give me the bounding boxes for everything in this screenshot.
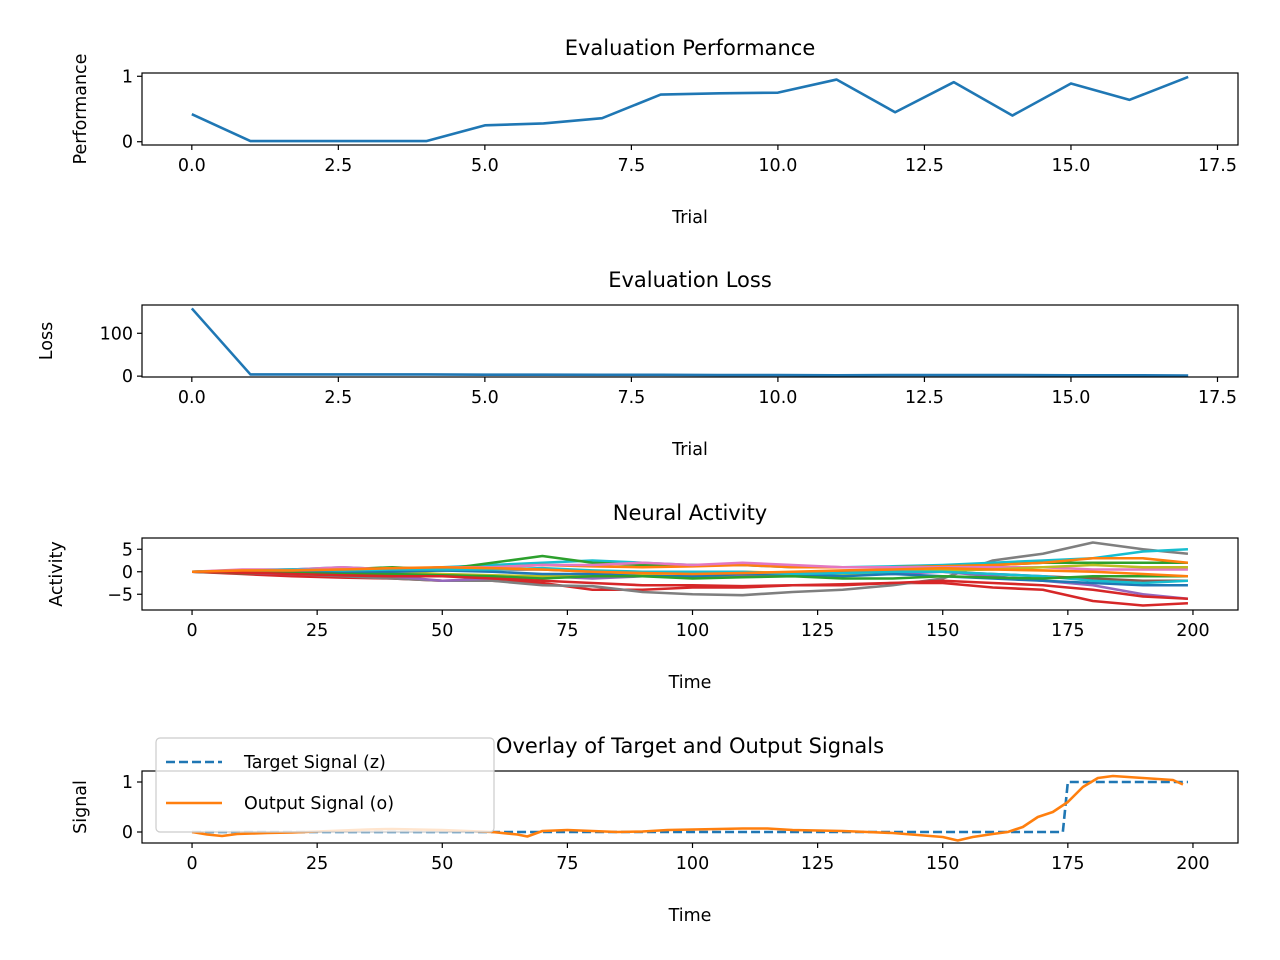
legend-entry-label: Target Signal (z) [243, 753, 386, 773]
chart-panel-4: 0 25 50 75 100 125 150 175 200 1 0 Overlay of Targe… [71, 734, 1239, 926]
axes-frame [141, 72, 1239, 146]
x-tick-label: 150 [926, 621, 959, 641]
x-tick-label: 175 [1051, 854, 1084, 874]
y-tick-label: 100 [100, 324, 133, 344]
x-tick-label: 15.0 [1051, 156, 1090, 176]
x-tick-label: 200 [1176, 854, 1209, 874]
x-tick-label: 7.5 [617, 156, 645, 176]
series-line-12 [192, 570, 1188, 580]
x-tick-label: 17.5 [1198, 388, 1237, 408]
series-line-2 [192, 541, 1189, 597]
x-tick-label: 100 [676, 854, 709, 874]
x-tick-label: 5.0 [471, 156, 499, 176]
x-tick-label: 50 [431, 854, 453, 874]
x-tick-label: 25 [306, 854, 328, 874]
y-axis-label: Performance [71, 54, 91, 165]
series-line-1 [190, 307, 1189, 377]
x-tick-label: 2.5 [324, 156, 352, 176]
chart-title: Neural Activity [613, 501, 768, 525]
x-tick-label: 125 [801, 854, 834, 874]
axes-frame [141, 304, 1239, 378]
y-axis-label: Loss [37, 322, 57, 360]
chart-title: Overlay of Target and Output Signals [496, 734, 884, 758]
y-tick-label: 0 [122, 563, 133, 583]
y-tick-label: −5 [107, 585, 133, 605]
legend-box [155, 737, 495, 833]
x-tick-label: 75 [556, 621, 578, 641]
x-tick-label: 50 [431, 621, 453, 641]
x-tick-label: 75 [556, 854, 578, 874]
x-tick-label: 200 [1176, 621, 1209, 641]
axes-frame [141, 770, 1239, 844]
x-tick-label: 15.0 [1051, 388, 1090, 408]
series-group [191, 541, 1189, 607]
x-tick-label: 7.5 [617, 388, 645, 408]
x-tick-label: 0 [186, 621, 197, 641]
x-tick-label: 0.0 [178, 156, 206, 176]
series-line-13 [192, 570, 1189, 601]
y-tick-label: 1 [122, 67, 133, 87]
x-axis-label: Time [668, 906, 712, 926]
chart-panel-2: 0.0 2.5 5.0 7.5 10.0 12.5 15.0 17.5 0 100 Evaluati… [37, 268, 1239, 460]
axes-frame [141, 537, 1239, 611]
x-tick-label: 5.0 [471, 388, 499, 408]
x-tick-label: 0.0 [178, 388, 206, 408]
x-tick-label: 0 [186, 854, 197, 874]
x-tick-label: 12.5 [905, 156, 944, 176]
y-tick-label: 1 [122, 773, 133, 793]
series-group [190, 307, 1189, 377]
x-axis-label: Time [668, 673, 712, 693]
x-axis-label: Trial [671, 208, 708, 228]
x-tick-label: 10.0 [758, 156, 797, 176]
x-axis-label: Trial [671, 440, 708, 460]
y-tick-label: 0 [122, 367, 133, 387]
y-axis-label: Activity [47, 541, 67, 606]
series-group [191, 75, 1189, 143]
legend: Target Signal (z) Output Signal (o) [155, 737, 495, 833]
legend-entry-label: Output Signal (o) [244, 794, 394, 814]
y-tick-label: 0 [122, 133, 133, 153]
chart-title: Evaluation Loss [608, 268, 772, 292]
x-tick-label: 10.0 [758, 388, 797, 408]
y-tick-label: 0 [122, 823, 133, 843]
x-tick-label: 150 [926, 854, 959, 874]
x-tick-label: 17.5 [1198, 156, 1237, 176]
x-tick-label: 100 [676, 621, 709, 641]
chart-panel-1: 0.0 2.5 5.0 7.5 10.0 12.5 15.0 17.5 0 1 Evaluation… [71, 36, 1239, 228]
x-tick-label: 125 [801, 621, 834, 641]
y-axis-label: Signal [71, 780, 91, 834]
series-line-10 [192, 569, 1188, 587]
x-tick-label: 25 [306, 621, 328, 641]
x-tick-label: 2.5 [324, 388, 352, 408]
x-tick-label: 12.5 [905, 388, 944, 408]
y-tick-label: 5 [122, 540, 133, 560]
x-tick-label: 175 [1051, 621, 1084, 641]
series-line-1 [191, 75, 1189, 143]
series-line-14 [192, 565, 1189, 578]
chart-title: Evaluation Performance [565, 36, 816, 60]
